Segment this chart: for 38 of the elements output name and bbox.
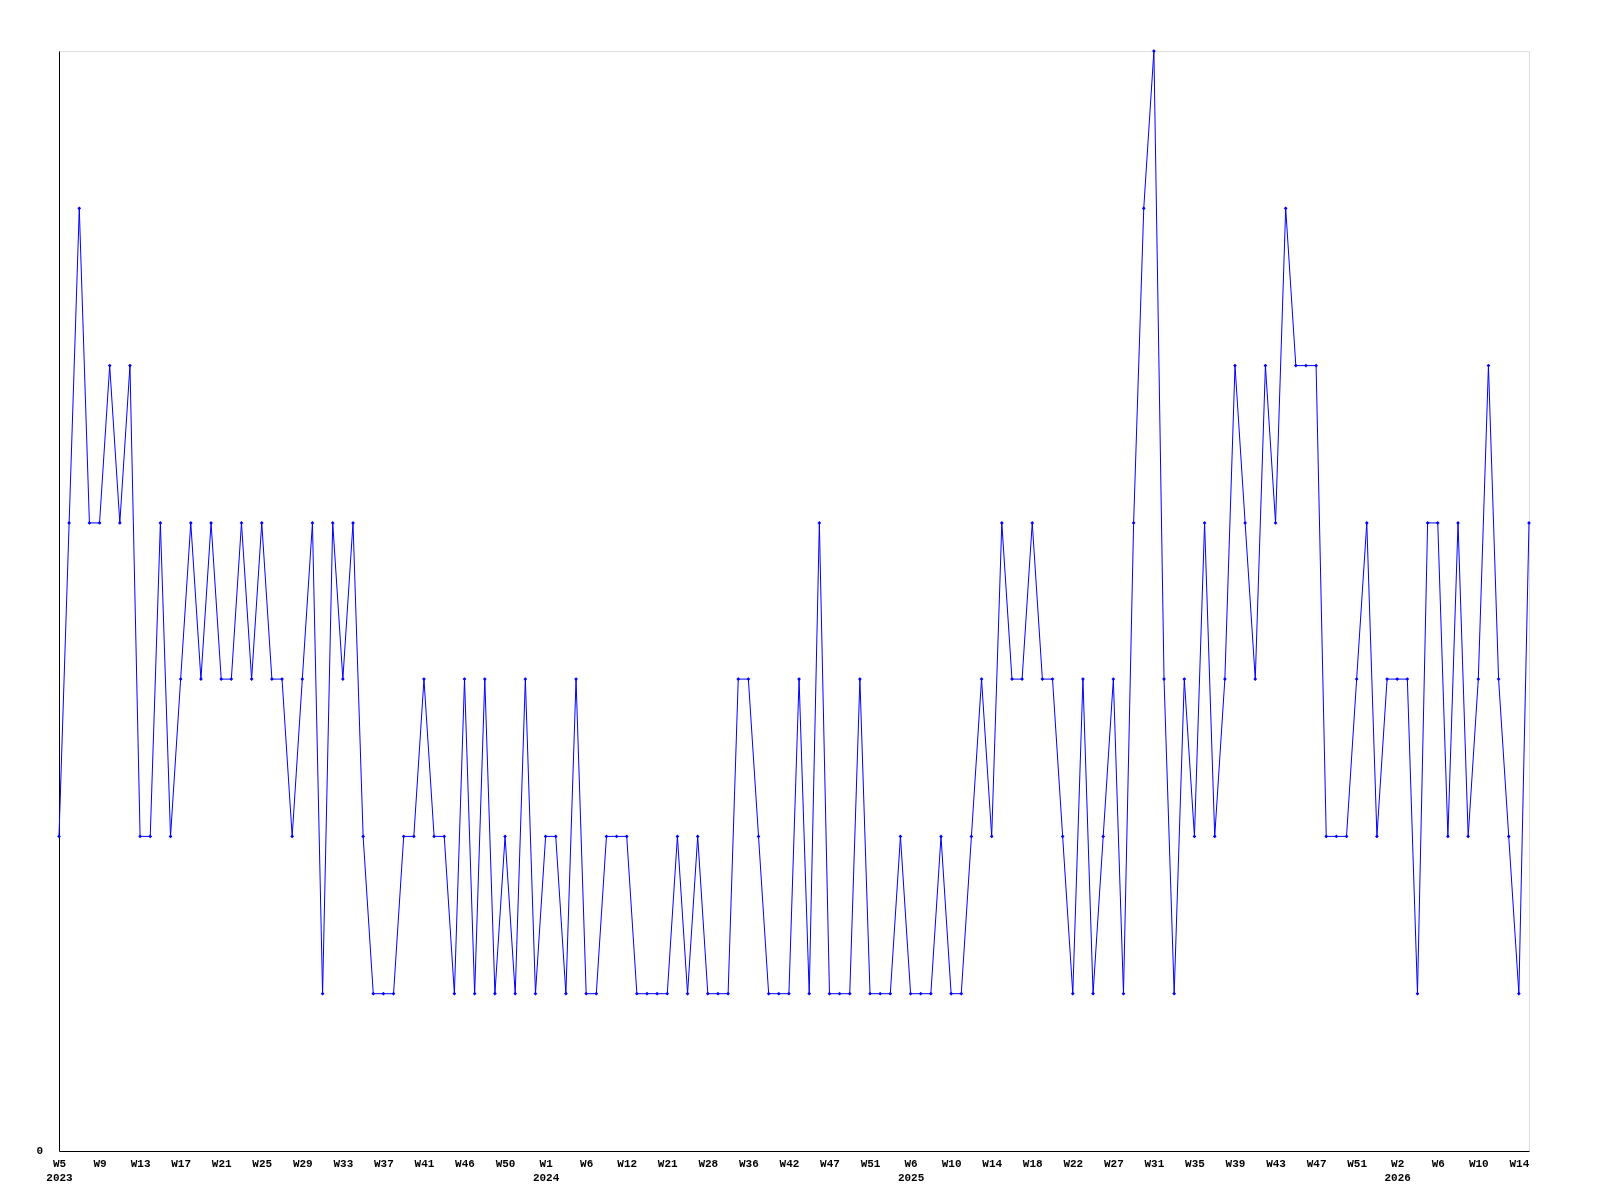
x-tick-label: W9 [93, 1157, 107, 1170]
x-tick-label: W51 [1347, 1157, 1368, 1170]
x-tick-label: W36 [738, 1157, 759, 1170]
x-tick-label: W12 [617, 1157, 638, 1170]
x-tick-label: W17 [171, 1157, 192, 1170]
x-tick-label: W51 [860, 1157, 881, 1170]
x-tick-label: W14 [1509, 1157, 1530, 1170]
x-tick-label: W41 [414, 1157, 435, 1170]
x-tick-label: W2 2026 [1384, 1157, 1411, 1184]
x-tick-label: W1 2024 [532, 1157, 560, 1184]
x-tick-label: W6 [1431, 1157, 1445, 1170]
x-tick-label: W21 [211, 1157, 232, 1170]
x-tick-label: W31 [1144, 1157, 1165, 1170]
x-tick-label: W28 [698, 1157, 719, 1170]
x-tick-label: W27 [1103, 1157, 1124, 1170]
x-tick-label: W37 [374, 1157, 394, 1170]
x-tick-label: W21 [657, 1157, 679, 1170]
x-tick-label: W22 [1063, 1157, 1084, 1170]
x-tick-label: W43 [1266, 1157, 1287, 1170]
x-tick-label: W25 [252, 1157, 273, 1170]
x-tick-label: W47 [1306, 1157, 1327, 1170]
x-tick-label: W5 2023 [46, 1157, 74, 1184]
x-tick-label: W6 [580, 1157, 594, 1170]
x-tick-label: W13 [130, 1157, 151, 1170]
x-tick-label: W29 [292, 1157, 313, 1170]
x-tick-label: W47 [820, 1157, 840, 1170]
x-tick-label: W18 [1022, 1157, 1044, 1170]
x-tick-label: W42 [779, 1157, 800, 1170]
x-tick-label: W35 [1185, 1157, 1206, 1170]
x-tick-label: W14 [982, 1157, 1003, 1170]
x-tick-label: W50 [495, 1157, 516, 1170]
x-tick-label: W10 [1468, 1157, 1489, 1170]
text: 0 [36, 1145, 43, 1157]
x-tick-label: W33 [333, 1157, 354, 1170]
x-tick-label: W39 [1225, 1157, 1246, 1170]
x-tick-label: W6 2025 [897, 1157, 925, 1184]
x-tick-label: W10 [941, 1157, 962, 1170]
x-tick-label: W46 [455, 1157, 475, 1170]
